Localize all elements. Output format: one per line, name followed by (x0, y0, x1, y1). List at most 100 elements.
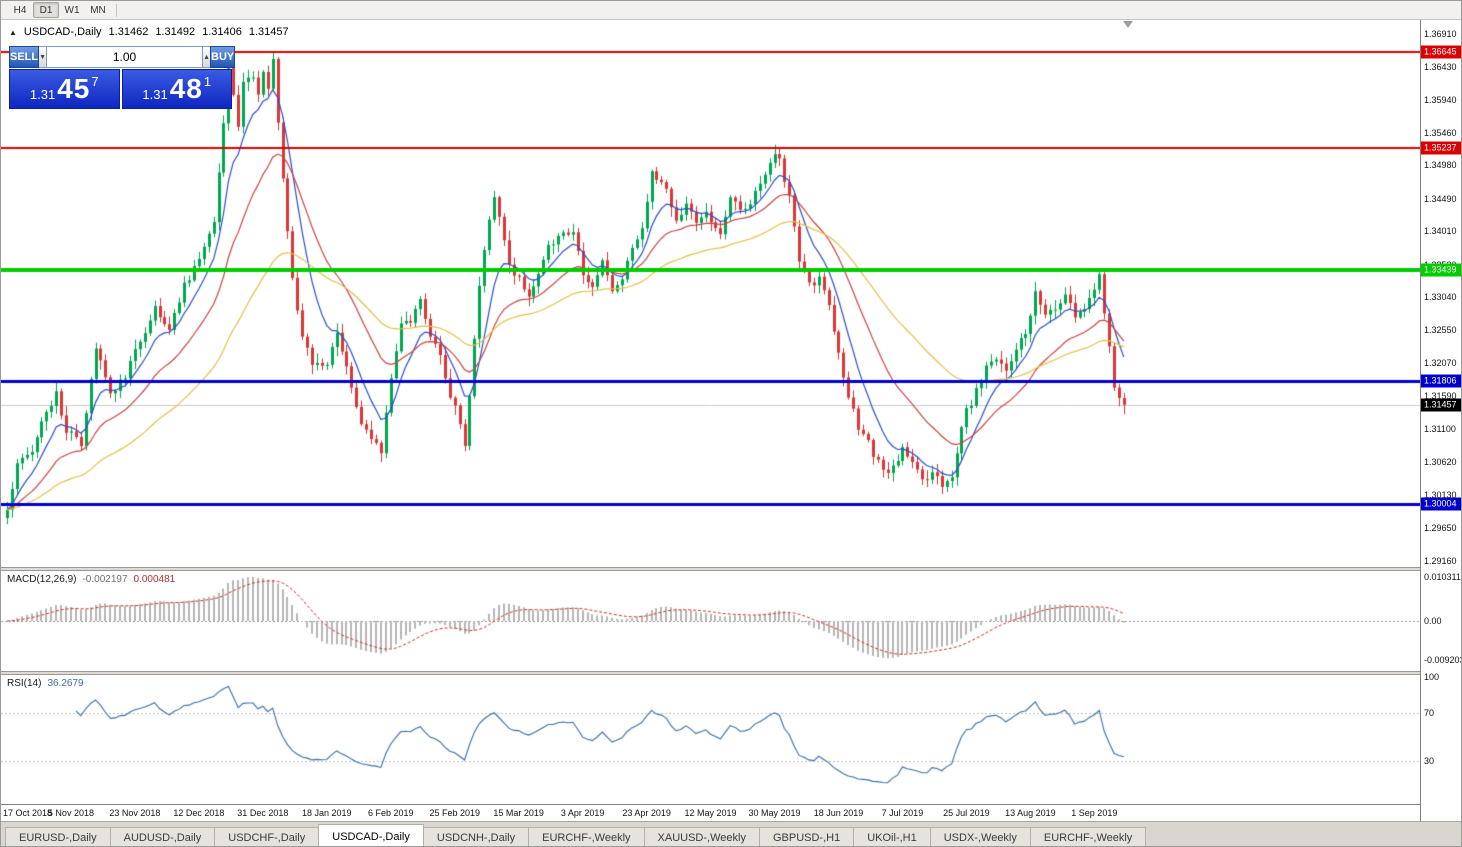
chart-symbol-period: USDCAD-,Daily (23, 26, 102, 38)
date-label: 31 Dec 2018 (237, 808, 289, 818)
date-label: 7 Jul 2019 (881, 808, 924, 818)
current-price-badge: 1.31457 (1421, 398, 1461, 412)
price-tick: 1.31590 (1424, 390, 1457, 401)
rsi-axis-label: 30 (1424, 756, 1435, 766)
price-tick: 1.35940 (1424, 94, 1457, 105)
price-tick: 1.29650 (1424, 522, 1457, 533)
volume-input[interactable] (46, 46, 204, 68)
macd-name: MACD(12,26,9) (7, 574, 77, 585)
date-label: 25 Feb 2019 (429, 808, 480, 818)
chart-tab-bar: EURUSD-,Daily AUDUSD-,Daily USDCHF-,Daily U… (1, 821, 1461, 846)
price-tick: 1.30620 (1424, 456, 1457, 467)
chart-tab-usdcad-daily[interactable]: USDCAD-,Daily (318, 824, 424, 846)
macd-signal-value: 0.000481 (133, 574, 176, 585)
chart-tab-gbpusd-h1[interactable]: GBPUSD-,H1 (758, 827, 855, 846)
date-label: 30 May 2019 (748, 808, 801, 818)
date-axis[interactable]: 17 Oct 2018 5 Nov 2018 23 Nov 2018 12 Dec 2… (1, 804, 1420, 821)
sell-button[interactable]: SELL (9, 46, 40, 68)
buy-price-pipette: 1 (203, 73, 212, 89)
volume-increase-button[interactable]: ▲ (203, 46, 210, 68)
price-tick: 1.31100 (1424, 424, 1456, 435)
sell-price-display[interactable]: 1.31 45 7 (9, 69, 120, 109)
chart-shift-marker-icon[interactable] (1123, 21, 1133, 28)
date-label: 23 Nov 2018 (109, 808, 161, 818)
date-label: 6 Feb 2019 (367, 808, 414, 818)
chart-tab-xauusd-weekly[interactable]: XAUUSD-,Weekly (643, 827, 760, 846)
buy-price-prefix: 1.31 (142, 86, 168, 102)
date-label: 5 Nov 2018 (47, 808, 94, 818)
rsi-name: RSI(14) (7, 678, 42, 689)
one-click-panel-toggle-icon[interactable]: ▲ (9, 27, 17, 37)
support-line-1-price-badge: 1.31806 (1421, 374, 1461, 388)
timeframe-toolbar: H4 D1 W1 MN (1, 1, 1461, 20)
date-label: 18 Jun 2019 (813, 808, 864, 818)
chart-tab-ukoil-h1[interactable]: UKOil-,H1 (853, 827, 931, 846)
macd-main-value: -0.002197 (82, 574, 128, 585)
price-tick: 1.35460 (1424, 127, 1457, 138)
price-tick: 1.34490 (1424, 193, 1457, 204)
date-label: 23 Apr 2019 (622, 808, 671, 818)
timeframe-button-w1[interactable]: W1 (64, 4, 80, 16)
chart-tab-usdchf-daily[interactable]: USDCHF-,Daily (214, 827, 320, 846)
resistance-line-2-price-badge: 1.35237 (1421, 141, 1461, 155)
date-label: 3 Apr 2019 (560, 808, 605, 818)
rsi-indicator-label: RSI(14) 36.2679 (7, 678, 84, 689)
chart-tab-eurchf-weekly[interactable]: EURCHF-,Weekly (528, 827, 645, 846)
price-chart-canvas[interactable] (1, 20, 1420, 804)
sell-price-digits: 45 (57, 73, 91, 104)
timeframe-button-d1[interactable]: D1 (33, 2, 59, 18)
macd-axis-label: 0.010311 (1424, 572, 1461, 582)
volume-decrease-button[interactable]: ▼ (39, 46, 47, 68)
price-tick: 1.36430 (1424, 61, 1457, 72)
chart-tab-usdx-weekly[interactable]: USDX-,Weekly (929, 827, 1031, 846)
date-label: 18 Jan 2019 (302, 808, 352, 818)
timeframe-button-mn[interactable]: MN (90, 4, 106, 16)
date-label: 15 Mar 2019 (493, 808, 544, 818)
buy-price-display[interactable]: 1.31 48 1 (121, 69, 232, 109)
chart-window: ▲ USDCAD-,Daily 1.31462 1.31492 1.31406 … (1, 20, 1462, 821)
chart-tab-usdcnh-daily[interactable]: USDCNH-,Daily (422, 827, 530, 846)
rsi-axis-label: 70 (1424, 708, 1435, 718)
chart-tab-eurchf-weekly[interactable]: EURCHF-,Weekly (1029, 827, 1147, 846)
price-tick: 1.36910 (1424, 29, 1457, 39)
price-tick: 1.32550 (1424, 325, 1457, 336)
plot-area: ▲ USDCAD-,Daily 1.31462 1.31492 1.31406 … (1, 20, 1420, 821)
sell-price-pipette: 7 (91, 73, 99, 89)
ohlc-close: 1.31457 (248, 26, 289, 38)
one-click-trading-panel: SELL ▼ ▲ BUY 1.31 45 7 1.31 48 1 (9, 46, 236, 109)
date-label: 12 May 2019 (684, 808, 737, 818)
date-label: 13 Aug 2019 (1005, 808, 1056, 818)
price-axis[interactable]: 1.36910 1.36430 1.35940 1.35460 1.34980 1.344… (1420, 20, 1462, 821)
chart-tab-audusd-daily[interactable]: AUDUSD-,Daily (109, 827, 216, 846)
date-label: 25 Jul 2019 (943, 808, 990, 818)
price-tick: 1.34980 (1424, 160, 1457, 171)
price-tick: 1.29160 (1424, 556, 1457, 566)
pivot-line-price-badge: 1.33439 (1421, 263, 1461, 277)
timeframe-button-h4[interactable]: H4 (13, 4, 27, 16)
chart-ohlc-header: ▲ USDCAD-,Daily 1.31462 1.31492 1.31406 … (9, 26, 289, 38)
buy-button[interactable]: BUY (210, 46, 236, 68)
price-tick: 1.33040 (1424, 292, 1457, 303)
date-label: 17 Oct 2018 (3, 808, 53, 818)
rsi-axis-label: 100 (1424, 672, 1440, 682)
resistance-line-1-price-badge: 1.36645 (1421, 45, 1461, 59)
ohlc-high: 1.31492 (155, 26, 196, 38)
macd-axis-label: 0.00 (1424, 616, 1442, 626)
price-tick: 1.32070 (1424, 358, 1457, 369)
sell-price-prefix: 1.31 (29, 86, 56, 102)
price-tick: 1.34010 (1424, 226, 1457, 237)
buy-price-digits: 48 (169, 73, 203, 104)
chart-tab-eurusd-daily[interactable]: EURUSD-,Daily (5, 827, 111, 846)
macd-axis-label: -0.009203 (1424, 655, 1462, 665)
support-line-2-price-badge: 1.30004 (1421, 497, 1461, 511)
rsi-pane-splitter[interactable] (1, 671, 1420, 675)
rsi-value: 36.2679 (47, 678, 84, 689)
date-label: 1 Sep 2019 (1071, 808, 1118, 818)
price-tick: 1.30130 (1424, 490, 1457, 501)
ohlc-open: 1.31462 (108, 26, 149, 38)
macd-indicator-label: MACD(12,26,9) -0.002197 0.000481 (7, 574, 175, 585)
date-label: 12 Dec 2018 (173, 808, 225, 818)
macd-pane-splitter[interactable] (1, 567, 1420, 571)
ohlc-low: 1.31406 (202, 26, 242, 38)
